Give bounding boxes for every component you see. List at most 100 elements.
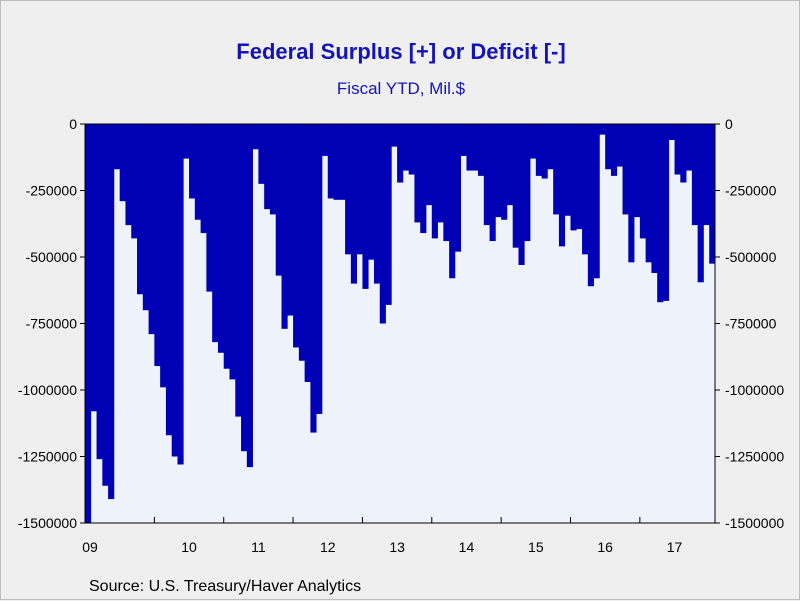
bar <box>518 124 525 265</box>
bar <box>639 124 646 239</box>
bar <box>472 124 479 171</box>
x-tick-label: 16 <box>597 539 613 555</box>
bar <box>379 124 386 324</box>
bar <box>217 124 225 353</box>
bar <box>298 124 305 361</box>
bar <box>709 124 716 264</box>
bar <box>96 124 103 460</box>
y-tick-label-right: -750000 <box>725 316 777 332</box>
x-tick-label: 10 <box>181 539 197 555</box>
bar <box>252 124 259 150</box>
bar <box>478 124 485 176</box>
bar <box>194 124 201 220</box>
y-tick-label-left: -1000000 <box>18 382 77 398</box>
bar <box>443 124 450 242</box>
bar <box>501 124 508 220</box>
bar <box>489 124 496 242</box>
bar <box>605 124 612 170</box>
bar <box>541 124 548 179</box>
bar <box>200 124 207 234</box>
bar <box>373 124 381 284</box>
x-tick-label: 12 <box>320 539 336 555</box>
bar <box>662 124 670 301</box>
bar <box>362 124 369 289</box>
y-tick-label-right: -1000000 <box>725 382 784 398</box>
bar <box>85 124 92 523</box>
bar <box>547 124 554 170</box>
bar <box>512 124 519 248</box>
bar <box>275 124 282 276</box>
bar <box>304 124 311 383</box>
bar <box>241 124 248 452</box>
bar <box>321 124 329 156</box>
bar <box>269 124 277 215</box>
bar <box>657 124 664 303</box>
bar <box>119 124 126 202</box>
bar <box>137 124 144 295</box>
bar <box>431 124 438 239</box>
bar <box>264 124 271 210</box>
bar <box>414 124 421 223</box>
bar <box>570 124 577 231</box>
bar <box>333 124 340 200</box>
bar <box>628 124 635 263</box>
bar <box>206 124 213 292</box>
bar <box>258 124 265 184</box>
bar <box>449 124 456 279</box>
bar <box>616 124 623 167</box>
bar <box>160 124 167 388</box>
y-tick-label-right: 0 <box>725 116 733 132</box>
y-tick-label-right: -1250000 <box>725 449 784 465</box>
x-tick-label: 15 <box>528 539 544 555</box>
bar <box>108 124 115 500</box>
y-tick-label-left: -1500000 <box>18 515 77 531</box>
bar <box>483 124 490 226</box>
bar <box>697 124 704 283</box>
bar <box>691 124 699 226</box>
bar <box>587 124 594 287</box>
bar <box>113 124 121 170</box>
bar <box>466 124 473 171</box>
y-tick-label-left: -500000 <box>26 249 78 265</box>
bar <box>350 124 357 284</box>
bar <box>189 124 196 199</box>
bar <box>287 124 294 316</box>
bar <box>229 124 236 380</box>
bar <box>593 124 600 279</box>
bar <box>610 124 618 176</box>
bar <box>402 124 410 171</box>
bar <box>535 124 542 176</box>
bar <box>408 124 415 175</box>
bar <box>420 124 427 234</box>
chart-title: Federal Surplus [+] or Deficit [-] <box>236 39 566 64</box>
bar <box>454 124 462 252</box>
bar <box>426 124 433 206</box>
y-tick-label-right: -500000 <box>725 249 777 265</box>
bar <box>686 124 693 171</box>
bar <box>530 124 537 159</box>
bar <box>553 124 560 215</box>
bar <box>582 124 589 255</box>
bar <box>154 124 161 367</box>
bar <box>524 124 531 242</box>
x-tick-label: 11 <box>251 539 266 555</box>
bar <box>212 124 219 343</box>
bar <box>564 124 571 216</box>
bar <box>622 124 629 215</box>
bar <box>558 124 566 247</box>
bar-series <box>85 124 716 523</box>
bar <box>90 124 97 412</box>
bar <box>339 124 346 200</box>
y-tick-label-right: -1500000 <box>725 515 784 531</box>
bar <box>316 124 323 414</box>
bar <box>345 124 352 255</box>
bar <box>281 124 288 329</box>
bar <box>368 124 375 260</box>
bar <box>599 124 606 135</box>
bar <box>385 124 392 305</box>
y-tick-label-left: 0 <box>69 116 77 132</box>
bar <box>634 124 641 218</box>
bar <box>102 124 109 486</box>
bar <box>142 124 149 311</box>
x-tick-label: 09 <box>82 539 98 555</box>
